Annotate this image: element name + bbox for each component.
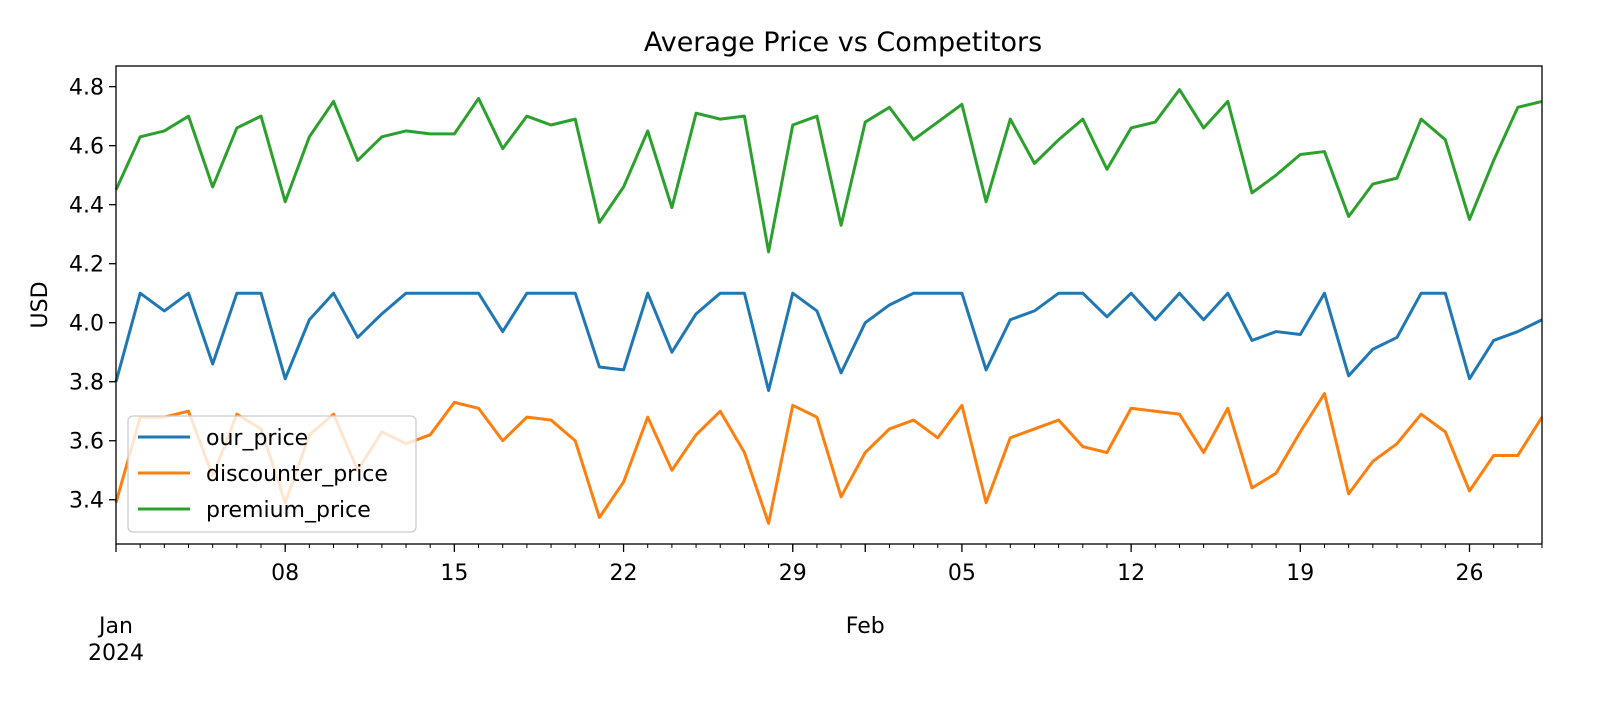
- plot-frame: [115, 65, 1543, 545]
- series-line-premium_price: [114, 88, 1543, 254]
- y-tick-label: 4.8: [69, 76, 104, 101]
- x-year-label: 2024: [88, 641, 144, 666]
- x-tick-label: 05: [948, 561, 976, 586]
- y-axis: 3.4 3.6 3.8 4.0 4.2 4.4 4.6 4.8: [69, 76, 116, 514]
- series-line-our_price: [114, 291, 1543, 393]
- legend-label: discounter_price: [206, 462, 388, 487]
- x-tick-label: 29: [779, 561, 807, 586]
- y-tick-label: 4.0: [69, 312, 104, 337]
- legend-label: premium_price: [206, 498, 371, 523]
- y-tick-label: 3.8: [69, 371, 104, 396]
- x-tick-label: 22: [610, 561, 638, 586]
- x-tick-label: 19: [1286, 561, 1314, 586]
- x-tick-label: 26: [1455, 561, 1483, 586]
- y-tick-label: 4.4: [69, 194, 104, 219]
- x-tick-label: 12: [1117, 561, 1145, 586]
- chart-title: Average Price vs Competitors: [644, 27, 1042, 58]
- x-tick-label: 08: [271, 561, 299, 586]
- legend: our_price discounter_price premium_price: [127, 415, 417, 533]
- legend-label: our_price: [206, 426, 308, 451]
- y-tick-label: 3.6: [69, 430, 104, 455]
- x-tick-label: 15: [440, 561, 468, 586]
- x-month-label: Jan: [97, 614, 133, 639]
- y-tick-label: 4.2: [69, 253, 104, 278]
- legend-box: [127, 415, 417, 533]
- x-month-label: Feb: [846, 614, 885, 639]
- y-tick-label: 3.4: [69, 489, 104, 514]
- y-tick-label: 4.6: [69, 135, 104, 160]
- y-axis-label: USD: [28, 281, 53, 328]
